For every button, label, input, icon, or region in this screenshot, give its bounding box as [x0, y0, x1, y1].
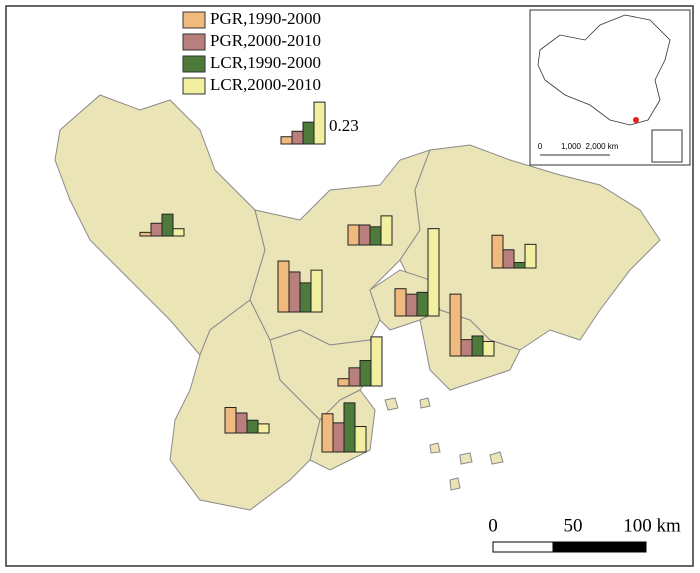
bar — [246, 419, 259, 434]
island — [429, 442, 441, 454]
bar — [172, 228, 185, 237]
bar — [288, 271, 301, 313]
legend-swatch — [182, 55, 206, 73]
bar — [313, 101, 326, 145]
inset-scale-label: 2,000 km — [586, 142, 619, 151]
legend-label: PGR,2000-2010 — [210, 31, 321, 50]
legend-label: PGR,1990-2000 — [210, 9, 321, 28]
legend-label: LCR,2000-2010 — [210, 75, 321, 94]
bar — [257, 423, 270, 434]
scale-label: 100 km — [623, 515, 681, 536]
bar — [277, 260, 290, 313]
inset-scale-label: 0 — [538, 142, 543, 151]
bar — [139, 231, 152, 237]
bar — [150, 222, 163, 237]
inset-box — [651, 129, 683, 163]
bar — [332, 422, 345, 453]
bar — [359, 360, 372, 387]
bar — [347, 224, 360, 246]
island — [489, 451, 504, 465]
bar — [460, 339, 473, 357]
legend-swatch — [182, 77, 206, 95]
bar — [310, 269, 323, 313]
scale-label: 50 — [564, 515, 583, 536]
bar — [280, 136, 293, 145]
bar — [161, 213, 174, 237]
bar — [235, 412, 248, 434]
bar — [354, 426, 367, 453]
bar — [358, 224, 371, 246]
legend-reference-label: 0.23 — [329, 116, 359, 135]
bar — [224, 407, 237, 434]
bar — [449, 293, 462, 357]
bar — [343, 402, 356, 453]
legend-label: LCR,1990-2000 — [210, 53, 321, 72]
bar — [394, 288, 407, 317]
bar — [524, 243, 537, 269]
island — [384, 397, 399, 411]
scale-label: 0 — [488, 515, 498, 536]
bar — [471, 335, 484, 357]
inset-study-area — [633, 117, 639, 123]
inset-scale-label: 1,000 — [561, 142, 582, 151]
island — [459, 452, 473, 465]
bar — [302, 121, 315, 145]
bar — [427, 228, 440, 317]
scale-bar-white — [492, 541, 554, 553]
island — [449, 477, 461, 491]
region — [169, 299, 321, 511]
bar — [337, 378, 350, 387]
bar — [321, 413, 334, 453]
scale-bar-black — [552, 541, 647, 553]
inset-map — [529, 9, 691, 166]
bar — [416, 291, 429, 317]
island — [419, 397, 431, 409]
bar — [299, 282, 312, 313]
bar — [502, 249, 515, 269]
bar — [370, 336, 383, 387]
legend-swatch — [182, 11, 206, 29]
bar — [405, 293, 418, 317]
legend-swatch — [182, 33, 206, 51]
bar — [348, 367, 361, 387]
bar — [380, 215, 393, 246]
bar — [369, 226, 382, 246]
bar — [482, 340, 495, 357]
inset-country — [537, 14, 671, 126]
bar — [491, 234, 504, 269]
bar — [291, 130, 304, 145]
bar — [513, 262, 526, 269]
